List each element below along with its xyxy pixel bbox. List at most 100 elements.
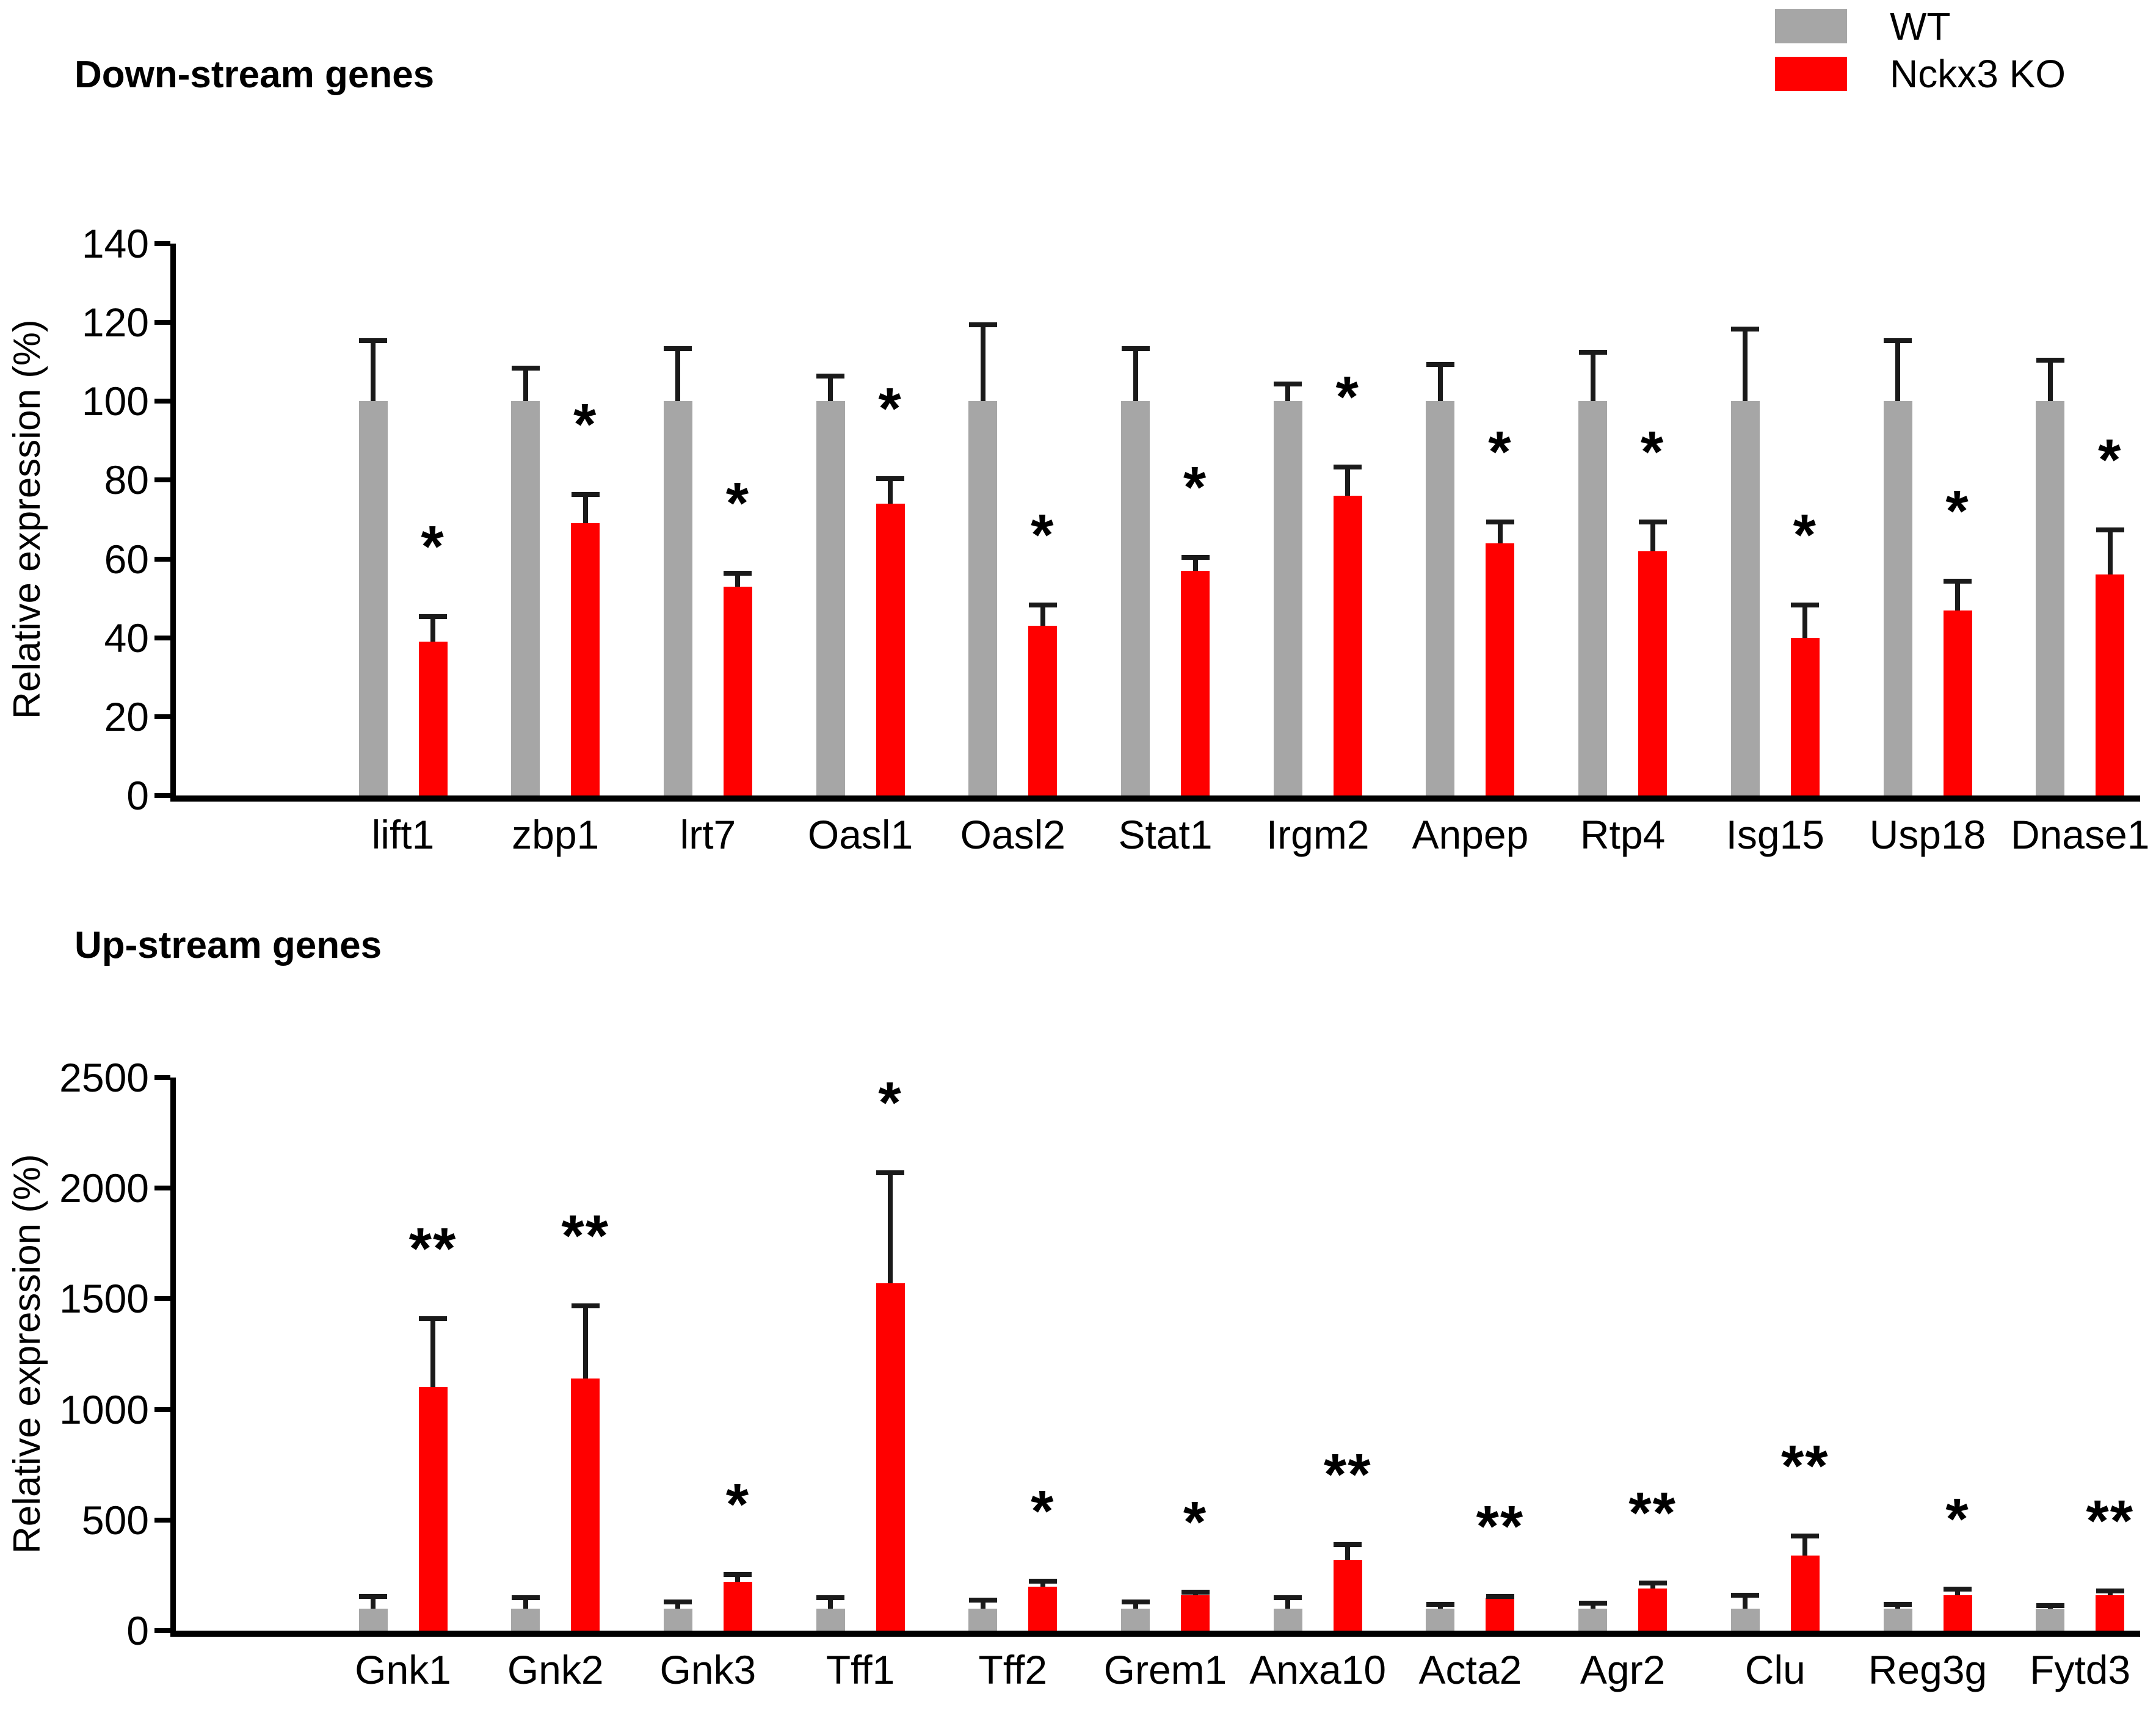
legend-item-ko: Nckx3 KO — [1775, 52, 2066, 96]
x-tick-label-Clu: Clu — [1744, 1647, 1806, 1692]
wt-error-cap — [1274, 382, 1302, 386]
ko-error-cap — [571, 491, 600, 497]
wt-error-cap — [1884, 338, 1912, 343]
y-tick-mark — [154, 1517, 170, 1523]
ko-bar-Oasl2 — [1028, 626, 1058, 795]
wt-bar-zbp1 — [511, 401, 540, 795]
x-tick-label-Dnase1: Dnase1 — [2010, 812, 2150, 857]
ko-error-bar — [1802, 602, 1808, 638]
y-tick-label: 140 — [81, 221, 149, 266]
ko-error-cap — [1638, 1581, 1667, 1586]
y-tick-label: 1500 — [59, 1276, 149, 1322]
wt-error-cap — [1884, 1601, 1912, 1607]
y-tick-label: 2500 — [59, 1055, 149, 1100]
ko-bar-lrt7 — [723, 586, 752, 795]
wt-error-cap — [511, 1595, 540, 1601]
significance-label: * — [725, 1471, 750, 1537]
legend-label-wt: WT — [1890, 4, 1951, 48]
ko-bar-Isg15 — [1790, 637, 1820, 795]
wt-bar-Gnk1 — [358, 1608, 388, 1631]
ko-bar-Dnase1 — [2096, 574, 2125, 795]
ko-error-cap — [419, 614, 447, 619]
ko-error-bar — [1802, 1533, 1808, 1556]
wt-error-bar — [980, 322, 985, 402]
y-tick-mark — [154, 635, 170, 640]
legend-item-wt: WT — [1775, 4, 2066, 48]
significance-label: ** — [1323, 1442, 1372, 1508]
y-axis-line — [170, 1078, 176, 1637]
upstream-y-axis-label: Relative expression (%) — [6, 1154, 48, 1554]
ko-error-bar — [2107, 527, 2113, 575]
y-tick-label: 40 — [104, 615, 149, 661]
y-tick-label: 80 — [104, 457, 149, 503]
x-axis-line — [170, 795, 2140, 802]
wt-error-bar — [828, 374, 833, 402]
x-tick-label-lrt7: lrt7 — [680, 812, 736, 857]
wt-error-cap — [511, 366, 540, 371]
wt-bar-Agr2 — [1578, 1608, 1608, 1631]
ko-error-cap — [2096, 1589, 2124, 1594]
wt-bar-Oasl2 — [968, 401, 998, 795]
wt-error-cap — [1426, 1601, 1454, 1607]
wt-error-cap — [816, 1595, 845, 1601]
wt-error-cap — [1731, 1593, 1760, 1598]
wt-error-cap — [664, 346, 692, 351]
y-tick-mark — [154, 399, 170, 404]
wt-error-cap — [1274, 1595, 1302, 1601]
ko-bar-Fytd3 — [2096, 1595, 2125, 1631]
wt-error-cap — [1578, 1601, 1607, 1606]
ko-bar-lift1 — [418, 642, 448, 795]
ko-error-bar — [1650, 520, 1655, 551]
downstream-chart-title: Down-stream genes — [74, 54, 435, 96]
ko-error-bar — [430, 1316, 435, 1388]
significance-label: * — [2098, 427, 2122, 493]
y-tick-label: 120 — [81, 300, 149, 346]
ko-error-cap — [571, 1303, 600, 1308]
x-tick-label-Isg15: Isg15 — [1726, 812, 1825, 857]
ko-swatch-icon — [1775, 57, 1847, 91]
ko-error-cap — [1181, 1589, 1210, 1595]
wt-error-bar — [371, 338, 376, 402]
ko-bar-Irgm2 — [1333, 496, 1362, 795]
y-tick-mark — [154, 1186, 170, 1191]
ko-bar-Gnk2 — [571, 1378, 600, 1631]
y-tick-label: 0 — [126, 773, 149, 818]
ko-bar-Oasl1 — [876, 504, 905, 795]
wt-error-cap — [2036, 358, 2064, 363]
ko-bar-zbp1 — [571, 523, 600, 795]
wt-error-bar — [2047, 358, 2053, 402]
x-tick-label-Stat1: Stat1 — [1118, 812, 1213, 857]
significance-label: * — [1031, 502, 1055, 568]
ko-error-cap — [876, 476, 905, 481]
x-tick-label-Usp18: Usp18 — [1869, 812, 1986, 857]
significance-label: * — [1335, 364, 1360, 430]
ko-error-cap — [1028, 1578, 1057, 1584]
x-tick-label-Agr2: Agr2 — [1580, 1647, 1666, 1692]
ko-error-cap — [1486, 520, 1514, 524]
ko-error-cap — [1638, 520, 1667, 524]
significance-label: * — [1945, 1486, 1970, 1552]
ko-error-cap — [1334, 464, 1362, 469]
significance-label: * — [1183, 455, 1208, 521]
ko-error-bar — [1192, 555, 1198, 571]
wt-error-cap — [1731, 326, 1760, 331]
wt-error-cap — [664, 1600, 692, 1605]
wt-bar-Oasl1 — [816, 401, 845, 795]
y-tick-label: 500 — [81, 1497, 149, 1543]
ko-error-bar — [430, 614, 435, 642]
significance-label: ** — [2086, 1488, 2135, 1554]
x-tick-label-Fytd3: Fytd3 — [2030, 1647, 2131, 1692]
y-tick-label: 20 — [104, 694, 149, 739]
wt-bar-Irgm2 — [1273, 401, 1302, 795]
legend-label-ko: Nckx3 KO — [1890, 52, 2066, 96]
ko-bar-Agr2 — [1638, 1589, 1668, 1631]
significance-label: * — [1488, 419, 1512, 485]
significance-label: * — [1945, 478, 1970, 544]
y-tick-label: 0 — [126, 1608, 149, 1653]
upstream-chart-title: Up-stream genes — [74, 924, 382, 966]
wt-error-cap — [1578, 350, 1607, 355]
x-axis-line — [170, 1631, 2140, 1637]
wt-error-bar — [1895, 338, 1900, 402]
y-axis-line — [170, 244, 176, 802]
ko-error-bar — [1345, 1542, 1351, 1560]
